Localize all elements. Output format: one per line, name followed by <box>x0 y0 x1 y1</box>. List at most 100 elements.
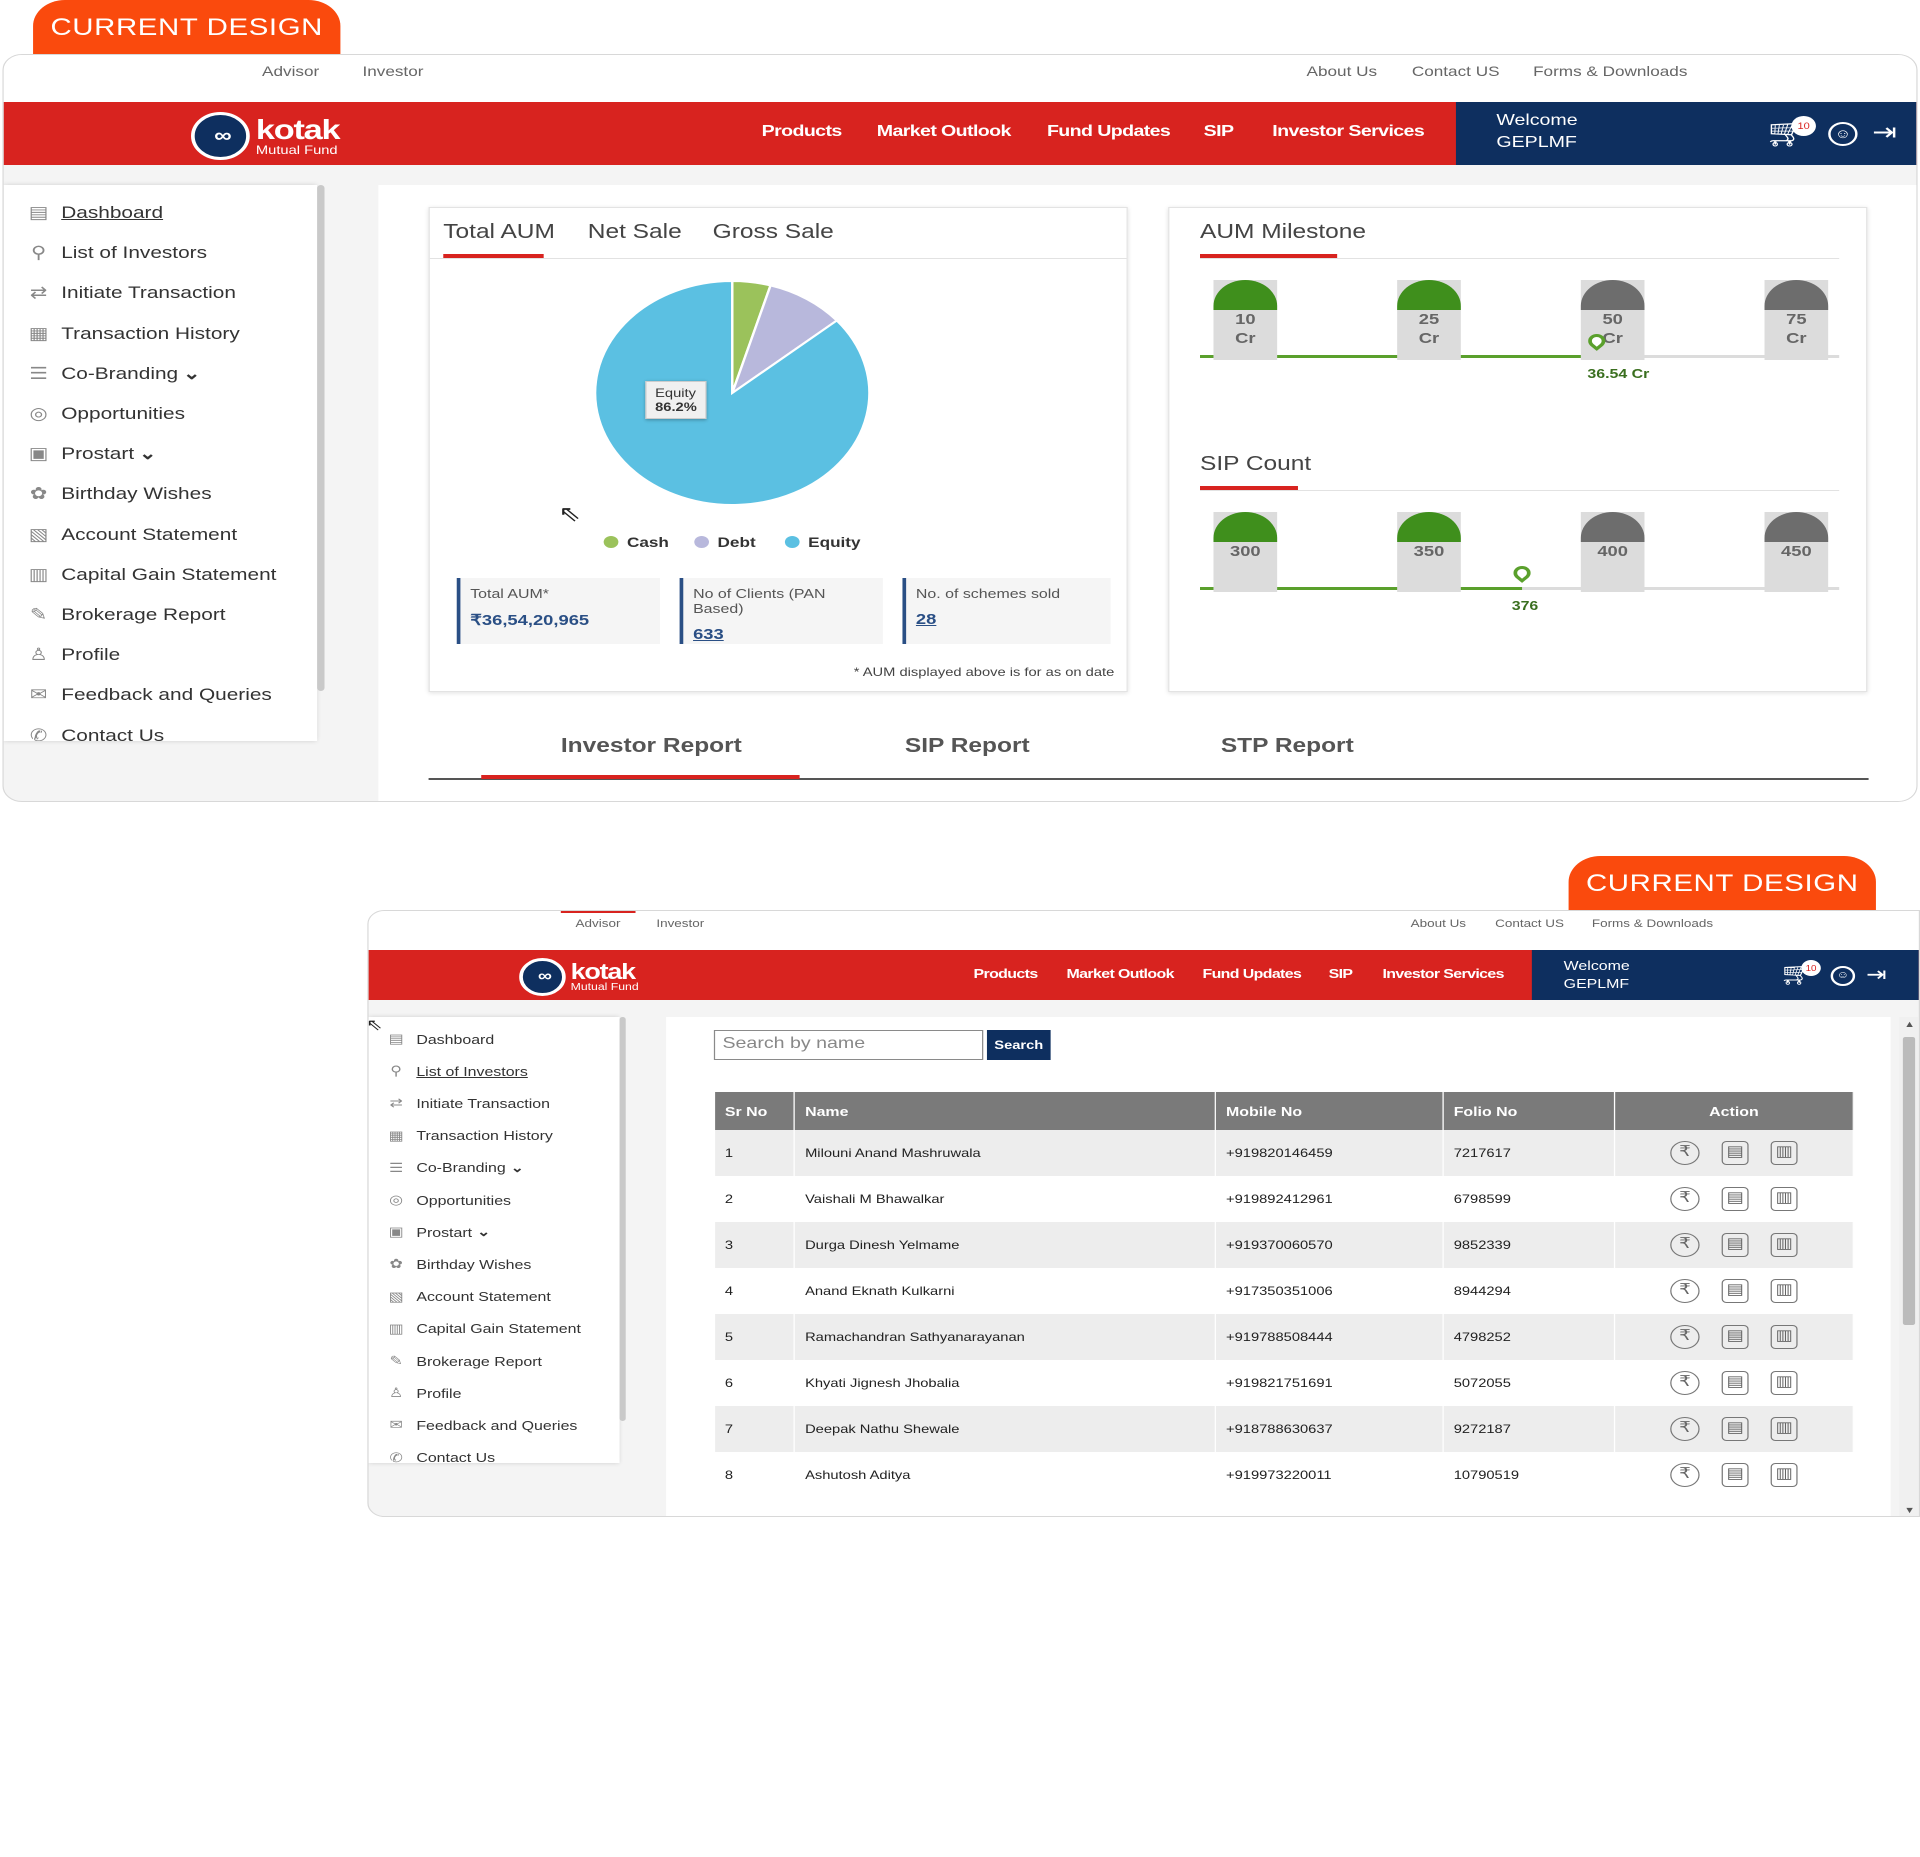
sidebar-item-prostart[interactable]: ▣ Prostart ⌄ <box>383 1224 491 1240</box>
nav-products[interactable]: Products <box>761 123 843 140</box>
tab-stp-report[interactable]: STP Report <box>1220 735 1354 757</box>
legend-equity[interactable]: Equity <box>784 534 861 550</box>
rupee-transaction-icon[interactable]: ₹ <box>1670 1141 1700 1165</box>
sidebar-item-account-statement[interactable]: ▧ Account Statement <box>383 1289 551 1305</box>
nav-fund-updates-2[interactable]: Fund Updates <box>1202 966 1302 981</box>
sidebar-item-transaction-history[interactable]: ▦ Transaction History <box>23 324 240 344</box>
search-button[interactable]: Search <box>986 1030 1051 1060</box>
sidebar-scrollbar-2[interactable] <box>619 1017 626 1421</box>
cell-action: ₹ ▤ ▥ <box>1614 1130 1854 1176</box>
tab-investor-report[interactable]: Investor Report <box>560 735 742 757</box>
forms-link[interactable]: Forms & Downloads <box>1533 63 1688 79</box>
rupee-transaction-icon[interactable]: ₹ <box>1670 1187 1700 1211</box>
statement-document-icon[interactable]: ▤ <box>1721 1417 1749 1441</box>
contact-link[interactable]: Contact US <box>1411 63 1500 79</box>
scroll-down-arrow-icon[interactable]: ▼ <box>1904 1505 1916 1515</box>
sidebar-item-co-branding[interactable]: ☰ Co-Branding ⌄ <box>23 364 200 384</box>
schemes-value[interactable]: 28 <box>915 611 937 628</box>
rupee-transaction-icon[interactable]: ₹ <box>1670 1233 1700 1257</box>
logout-icon-2[interactable]: ⇥ <box>1866 964 1887 986</box>
rupee-transaction-icon[interactable]: ₹ <box>1670 1279 1700 1303</box>
sidebar-item-co-branding[interactable]: ☰ Co-Branding ⌄ <box>383 1160 524 1176</box>
tooltip-label: Equity <box>655 386 696 400</box>
advisor-link[interactable]: Advisor <box>262 63 320 79</box>
forms-link-2[interactable]: Forms & Downloads <box>1591 918 1714 930</box>
investor-link-2[interactable]: Investor <box>656 918 705 930</box>
rupee-transaction-icon[interactable]: ₹ <box>1670 1417 1700 1441</box>
legend-cash[interactable]: Cash <box>603 534 669 550</box>
sidebar-item-contact-us[interactable]: ✆ Contact Us <box>23 726 164 741</box>
contact-link-2[interactable]: Contact US <box>1495 918 1564 930</box>
report-chart-icon[interactable]: ▥ <box>1770 1187 1798 1211</box>
scroll-up-arrow-icon[interactable]: ▲ <box>1904 1019 1916 1029</box>
nav-investor-services-2[interactable]: Investor Services <box>1382 966 1504 981</box>
statement-document-icon[interactable]: ▤ <box>1721 1325 1749 1349</box>
sidebar-item-profile[interactable]: ♙ Profile <box>383 1385 461 1401</box>
nav-market-outlook-2[interactable]: Market Outlook <box>1066 966 1175 981</box>
sidebar-item-opportunities[interactable]: ◎ Opportunities <box>383 1192 511 1208</box>
report-chart-icon[interactable]: ▥ <box>1770 1233 1798 1257</box>
rupee-transaction-icon[interactable]: ₹ <box>1670 1325 1700 1349</box>
sidebar-item-contact-us[interactable]: ✆ Contact Us <box>383 1450 495 1463</box>
tab-gross-sale[interactable]: Gross Sale <box>712 221 834 243</box>
clients-value[interactable]: 633 <box>693 626 724 643</box>
statement-document-icon[interactable]: ▤ <box>1721 1371 1749 1395</box>
sidebar-item-brokerage-report[interactable]: ✎ Brokerage Report <box>383 1353 542 1369</box>
user-icon-2[interactable]: ☺ <box>1830 966 1856 986</box>
sidebar-item-dashboard[interactable]: ▤ Dashboard <box>383 1031 495 1047</box>
sidebar-item-transaction-history[interactable]: ▦ Transaction History <box>383 1128 553 1144</box>
pie-slice-equity[interactable] <box>593 279 871 506</box>
sidebar-item-brokerage-report[interactable]: ✎ Brokerage Report <box>23 605 226 625</box>
report-chart-icon[interactable]: ▥ <box>1770 1279 1798 1303</box>
search-input[interactable]: Search by name <box>713 1030 984 1060</box>
nav-market-outlook[interactable]: Market Outlook <box>876 123 1012 140</box>
kotak-logo-2[interactable]: ∞ kotak Mutual Fund <box>519 958 639 996</box>
sidebar-item-capital-gain-statement[interactable]: ▥ Capital Gain Statement <box>383 1321 581 1337</box>
sidebar-item-dashboard[interactable]: ▤ Dashboard <box>23 203 163 223</box>
page-scrollbar[interactable]: ▲ ▼ <box>1899 1017 1919 1516</box>
statement-document-icon[interactable]: ▤ <box>1721 1141 1749 1165</box>
report-chart-icon[interactable]: ▥ <box>1770 1417 1798 1441</box>
sidebar-item-birthday-wishes[interactable]: ✿ Birthday Wishes <box>23 484 212 504</box>
nav-products-2[interactable]: Products <box>973 966 1038 981</box>
report-chart-icon[interactable]: ▥ <box>1770 1141 1798 1165</box>
sidebar-item-profile[interactable]: ♙ Profile <box>23 645 120 665</box>
tab-net-sale[interactable]: Net Sale <box>587 221 682 243</box>
rupee-transaction-icon[interactable]: ₹ <box>1670 1371 1700 1395</box>
tab-total-aum[interactable]: Total AUM <box>443 221 555 243</box>
sidebar-item-capital-gain-statement[interactable]: ▥ Capital Gain Statement <box>23 565 277 585</box>
sidebar-item-list-of-investors[interactable]: ⚲ List of Investors <box>23 243 207 263</box>
sidebar-item-feedback-and-queries[interactable]: ✉ Feedback and Queries <box>383 1417 577 1433</box>
scroll-thumb[interactable] <box>1902 1037 1916 1325</box>
statement-document-icon[interactable]: ▤ <box>1721 1463 1749 1487</box>
logout-icon[interactable]: ⇥ <box>1872 119 1897 146</box>
about-link[interactable]: About Us <box>1306 63 1378 79</box>
sidebar-item-opportunities[interactable]: ◎ Opportunities <box>23 404 185 424</box>
sidebar-scrollbar[interactable] <box>317 185 325 691</box>
sidebar-item-initiate-transaction[interactable]: ⇄ Initiate Transaction <box>383 1095 550 1111</box>
nav-sip-2[interactable]: SIP <box>1328 966 1353 981</box>
legend-debt[interactable]: Debt <box>694 534 756 550</box>
investor-link[interactable]: Investor <box>362 63 424 79</box>
statement-document-icon[interactable]: ▤ <box>1721 1279 1749 1303</box>
tab-sip-report[interactable]: SIP Report <box>904 735 1030 757</box>
about-link-2[interactable]: About Us <box>1410 918 1467 930</box>
nav-fund-updates[interactable]: Fund Updates <box>1046 123 1171 140</box>
sidebar-item-feedback-and-queries[interactable]: ✉ Feedback and Queries <box>23 685 272 705</box>
report-chart-icon[interactable]: ▥ <box>1770 1463 1798 1487</box>
advisor-link-2[interactable]: Advisor <box>575 918 621 930</box>
user-icon[interactable]: ☺ <box>1828 122 1858 146</box>
kotak-logo[interactable]: ∞ kotak Mutual Fund <box>191 112 341 160</box>
rupee-transaction-icon[interactable]: ₹ <box>1670 1463 1700 1487</box>
nav-investor-services[interactable]: Investor Services <box>1272 123 1425 140</box>
nav-sip[interactable]: SIP <box>1203 123 1234 140</box>
sidebar-item-initiate-transaction[interactable]: ⇄ Initiate Transaction <box>23 283 236 303</box>
sidebar-item-birthday-wishes[interactable]: ✿ Birthday Wishes <box>383 1256 531 1272</box>
sidebar-item-list-of-investors[interactable]: ⚲ List of Investors <box>383 1063 528 1079</box>
statement-document-icon[interactable]: ▤ <box>1721 1187 1749 1211</box>
report-chart-icon[interactable]: ▥ <box>1770 1371 1798 1395</box>
sidebar-item-prostart[interactable]: ▣ Prostart ⌄ <box>23 444 157 464</box>
report-chart-icon[interactable]: ▥ <box>1770 1325 1798 1349</box>
sidebar-item-account-statement[interactable]: ▧ Account Statement <box>23 525 237 545</box>
statement-document-icon[interactable]: ▤ <box>1721 1233 1749 1257</box>
